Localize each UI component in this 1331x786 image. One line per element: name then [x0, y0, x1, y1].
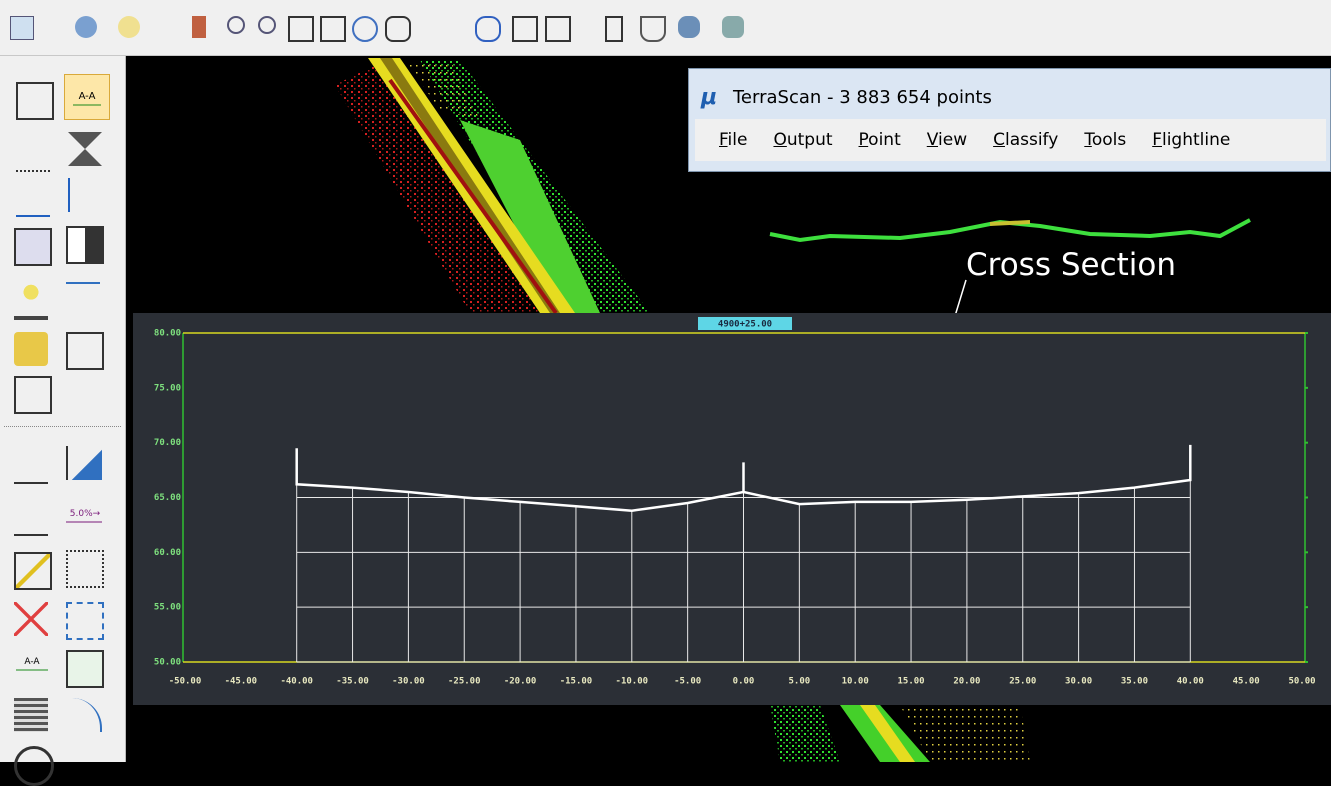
x-tick-label: 50.00: [1288, 677, 1315, 687]
y-tick-label: 70.00: [154, 438, 181, 448]
tool-button[interactable]: [14, 698, 48, 732]
y-tick-label: 55.00: [154, 603, 181, 613]
window-title: TerraScan - 3 883 654 points: [733, 87, 992, 108]
x-tick-label: -40.00: [280, 677, 313, 687]
tool-button[interactable]: [66, 650, 104, 688]
menu-item[interactable]: View: [927, 130, 967, 150]
main-toolbar: [0, 0, 1331, 56]
tool-button[interactable]: [68, 178, 84, 212]
toolbar-button[interactable]: [545, 16, 571, 42]
tool-button[interactable]: [66, 602, 104, 640]
menu-item[interactable]: Tools: [1084, 130, 1126, 150]
page: Cross Section A-A 5.0%→ A-A μ Ter: [0, 0, 1331, 762]
toolbar-button[interactable]: [678, 16, 700, 38]
menu-item[interactable]: Classify: [993, 130, 1058, 150]
tool-button[interactable]: [66, 282, 100, 318]
tool-label: 5.0%→: [70, 509, 101, 519]
toolbar-button[interactable]: [640, 16, 666, 42]
toolbar-button[interactable]: [192, 16, 206, 38]
annotation-text: Cross Section: [966, 247, 1176, 283]
x-tick-label: 45.00: [1233, 677, 1260, 687]
y-tick-label: 50.00: [154, 658, 181, 668]
x-tick-label: -35.00: [336, 677, 369, 687]
tool-icon: A-A: [12, 650, 52, 684]
toolbar-button[interactable]: [75, 16, 97, 38]
x-tick-label: 25.00: [1009, 677, 1036, 687]
tool-button[interactable]: [16, 181, 50, 217]
x-tick-label: -20.00: [504, 677, 537, 687]
tool-button[interactable]: [66, 226, 104, 264]
x-tick-label: 35.00: [1121, 677, 1148, 687]
tool-button[interactable]: [14, 282, 48, 320]
tool-button[interactable]: [14, 746, 54, 786]
x-tick-label: -10.00: [616, 677, 649, 687]
y-tick-label: 75.00: [154, 383, 181, 393]
toolbar-button[interactable]: [10, 16, 34, 40]
y-tick-label: 60.00: [154, 548, 181, 558]
menu-item[interactable]: Flightline: [1152, 130, 1230, 150]
palette-separator: [4, 426, 121, 427]
x-tick-label: 20.00: [953, 677, 980, 687]
tool-button[interactable]: [14, 376, 52, 414]
y-tick-label: 80.00: [154, 329, 181, 339]
tool-button[interactable]: A-A: [12, 650, 52, 684]
tool-button[interactable]: [66, 446, 102, 480]
x-tick-label: -15.00: [560, 677, 593, 687]
tool-button[interactable]: [14, 448, 48, 484]
tool-button-selected[interactable]: A-A: [64, 74, 110, 120]
toolbar-button[interactable]: [258, 16, 276, 34]
toolbar-button[interactable]: [352, 16, 378, 42]
x-tick-label: -45.00: [225, 677, 258, 687]
x-tick-label: 30.00: [1065, 677, 1092, 687]
tool-button[interactable]: [14, 500, 48, 536]
toolbar-button[interactable]: [288, 16, 314, 42]
x-tick-label: -50.00: [169, 677, 202, 687]
tool-button[interactable]: [66, 332, 104, 370]
x-tick-label: 0.00: [733, 677, 755, 687]
cross-section-chart: 4900+25.00 80.00 75.00 70.00 65.00 60.00 55.0…: [133, 313, 1331, 705]
x-tick-label: -30.00: [392, 677, 425, 687]
station-label: 4900+25.00: [718, 320, 772, 330]
tool-icon: A-A: [65, 75, 109, 119]
tool-palette: A-A 5.0%→ A-A: [0, 56, 126, 762]
tool-button[interactable]: [68, 132, 102, 166]
x-tick-label: -5.00: [674, 677, 701, 687]
tool-button[interactable]: [16, 82, 54, 120]
tool-button[interactable]: 5.0%→: [62, 500, 108, 534]
x-tick-label: 5.00: [789, 677, 811, 687]
x-tick-label: 10.00: [842, 677, 869, 687]
tool-button[interactable]: [14, 602, 48, 636]
toolbar-button[interactable]: [227, 16, 245, 34]
toolbar-button[interactable]: [320, 16, 346, 42]
x-tick-label: 40.00: [1177, 677, 1204, 687]
menu-item[interactable]: File: [719, 130, 747, 150]
menu-item[interactable]: Point: [859, 130, 901, 150]
toolbar-button[interactable]: [512, 16, 538, 42]
cross-section-preview-road: [990, 222, 1030, 224]
menu-bar: File Output Point View Classify Tools Flightli…: [695, 119, 1326, 161]
x-tick-label: 15.00: [898, 677, 925, 687]
x-tick-label: -25.00: [448, 677, 481, 687]
tool-button[interactable]: [14, 552, 52, 590]
tool-button[interactable]: [66, 698, 102, 732]
chart-background: [133, 313, 1331, 705]
toolbar-button[interactable]: [605, 16, 623, 42]
terrascan-window: μ TerraScan - 3 883 654 points File Outpu…: [688, 68, 1331, 172]
tool-button[interactable]: [14, 228, 52, 266]
tool-button[interactable]: [66, 550, 104, 588]
tool-icon: 5.0%→: [62, 500, 108, 534]
tool-label: A-A: [79, 91, 96, 102]
toolbar-button[interactable]: [118, 16, 140, 38]
toolbar-button[interactable]: [475, 16, 501, 42]
tool-button[interactable]: [14, 332, 48, 366]
y-tick-label: 65.00: [154, 493, 181, 503]
toolbar-button[interactable]: [722, 16, 744, 38]
tool-button[interactable]: [16, 136, 50, 172]
tool-label: A-A: [24, 657, 40, 667]
menu-item[interactable]: Output: [773, 130, 832, 150]
app-icon: μ: [701, 85, 717, 110]
toolbar-button[interactable]: [385, 16, 411, 42]
